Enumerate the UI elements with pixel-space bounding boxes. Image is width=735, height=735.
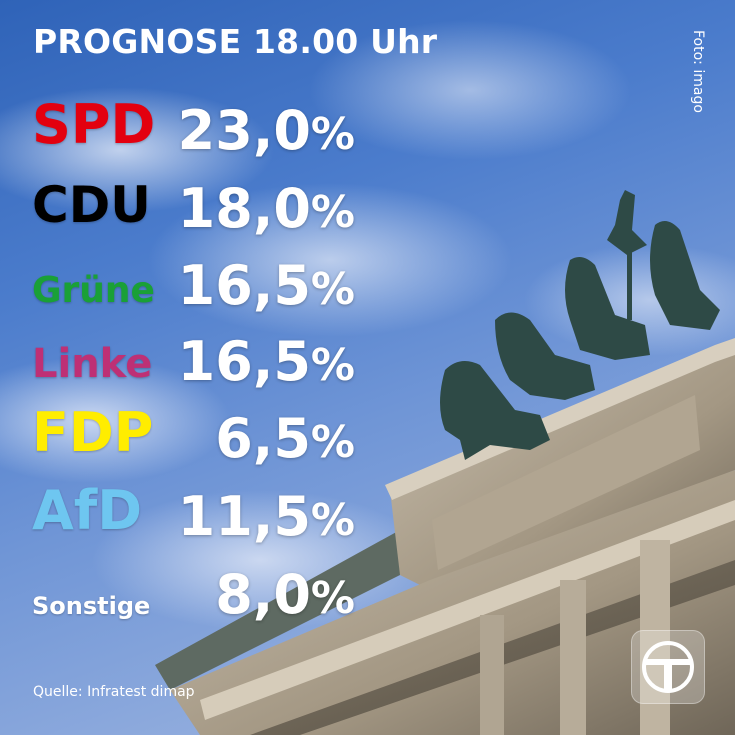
party-percentage: 6,5% xyxy=(215,407,355,470)
photo-credit: Foto: imago xyxy=(690,30,706,113)
result-row-spd: SPD 23,0% xyxy=(0,92,735,162)
party-percentage: 11,5% xyxy=(177,485,355,548)
tagesschau-logo-icon xyxy=(631,630,705,704)
party-percentage: 8,0% xyxy=(215,563,355,626)
party-percentage: 18,0% xyxy=(177,177,355,240)
party-name: Sonstige xyxy=(32,592,151,620)
result-row-afd: AfD 11,5% xyxy=(0,478,735,548)
party-name: AfD xyxy=(32,479,143,542)
party-percentage: 23,0% xyxy=(177,99,355,162)
party-name: Linke xyxy=(32,341,153,387)
result-row-cdu: CDU 18,0% xyxy=(0,170,735,240)
result-row-gruene: Grüne 16,5% xyxy=(0,247,735,317)
result-row-linke: Linke 16,5% xyxy=(0,323,735,393)
page-title: PROGNOSE 18.00 Uhr xyxy=(33,22,438,61)
party-percentage: 16,5% xyxy=(177,254,355,317)
party-name: SPD xyxy=(32,93,156,156)
result-row-fdp: FDP 6,5% xyxy=(0,400,735,470)
party-name: FDP xyxy=(32,401,154,464)
result-row-sonstige: Sonstige 8,0% xyxy=(0,556,735,626)
party-name: CDU xyxy=(32,176,151,234)
party-percentage: 16,5% xyxy=(177,330,355,393)
source-note: Quelle: Infratest dimap xyxy=(33,684,195,700)
party-name: Grüne xyxy=(32,270,155,311)
